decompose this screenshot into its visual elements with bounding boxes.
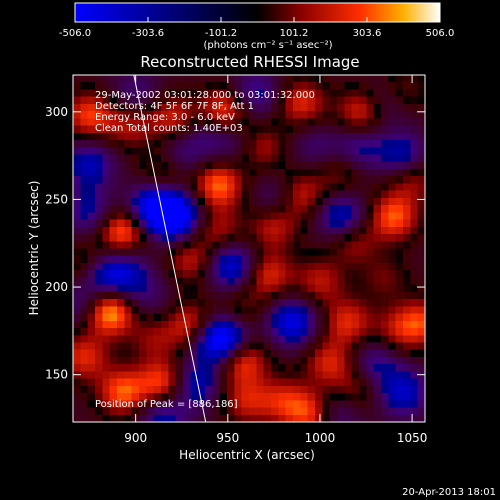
chart-title: Reconstructed RHESSI Image [140, 53, 359, 71]
annotation-detectors: Detectors: 4F 5F 6F 7F 8F, Att 1 [95, 101, 254, 112]
y-axis-label: Heliocentric Y (arcsec) [27, 181, 41, 316]
x-tick-label: 1000 [305, 431, 336, 445]
colorbar-tick-label: -506.0 [59, 28, 91, 39]
y-tick-label: 150 [45, 368, 68, 382]
heatmap-image [73, 75, 425, 422]
x-tick-label: 900 [124, 431, 147, 445]
x-axis: 900 950 1000 1050 [124, 75, 427, 445]
colorbar-tick-label: 303.6 [353, 28, 382, 39]
y-tick-label: 250 [45, 192, 68, 206]
annotation-block: 29-May-2002 03:01:28.000 to 03:01:32.000… [95, 90, 315, 134]
peak-position-label: Position of Peak = [886,186] [95, 399, 238, 410]
annotation-energy-range: Energy Range: 3.0 - 6.0 keV [95, 112, 235, 123]
y-tick-label: 300 [45, 105, 68, 119]
y-axis: 150 200 250 300 [45, 105, 425, 382]
colorbar-scale [74, 2, 441, 23]
x-axis-label: Heliocentric X (arcsec) [179, 448, 315, 462]
colorbar: -506.0 -303.6 -101.2 101.2 303.6 506.0 (photo… [59, 2, 454, 51]
timestamp: 20-Apr-2013 18:01 [402, 487, 496, 498]
colorbar-tick-label: -101.2 [205, 28, 237, 39]
x-tick-label: 950 [216, 431, 239, 445]
annotation-time-range: 29-May-2002 03:01:28.000 to 03:01:32.000 [95, 90, 315, 101]
colorbar-ticks: -506.0 -303.6 -101.2 101.2 303.6 506.0 [59, 17, 454, 39]
annotation-clean-counts: Clean Total counts: 1.40E+03 [95, 123, 243, 134]
colorbar-tick-label: -303.6 [132, 28, 164, 39]
x-tick-label: 1050 [397, 431, 428, 445]
y-tick-label: 200 [45, 280, 68, 294]
colorbar-tick-label: 101.2 [280, 28, 309, 39]
colorbar-tick-label: 506.0 [426, 28, 455, 39]
plot-frame [72, 74, 426, 423]
colorbar-units: (photons cm⁻² s⁻¹ asec⁻²) [203, 40, 332, 51]
solar-limb-line [133, 75, 207, 422]
